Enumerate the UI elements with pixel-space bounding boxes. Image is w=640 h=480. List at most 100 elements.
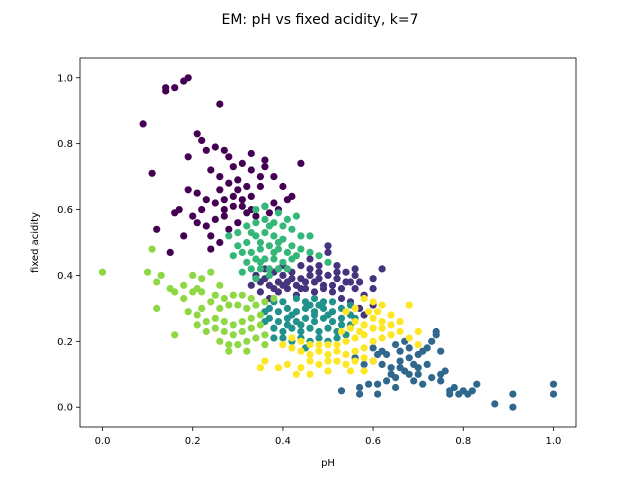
data-point-cluster-4 [243, 222, 251, 230]
data-point-cluster-3 [306, 301, 314, 309]
data-point-cluster-5 [238, 291, 246, 299]
data-point-cluster-5 [193, 311, 201, 319]
data-point-cluster-2 [392, 341, 400, 349]
data-point-cluster-4 [247, 229, 255, 237]
data-point-cluster-2 [428, 337, 436, 345]
data-point-cluster-0 [198, 206, 206, 214]
data-point-cluster-6 [378, 324, 386, 332]
data-point-cluster-3 [288, 311, 296, 319]
data-point-cluster-0 [216, 186, 224, 194]
data-point-cluster-4 [265, 265, 273, 273]
data-point-cluster-3 [328, 318, 337, 326]
data-point-cluster-1 [342, 268, 350, 276]
data-point-cluster-5 [256, 311, 264, 319]
data-point-cluster-5 [211, 291, 219, 299]
data-point-cluster-6 [342, 360, 350, 368]
data-point-cluster-5 [207, 268, 215, 276]
data-point-cluster-4 [252, 219, 260, 227]
data-point-cluster-6 [351, 357, 359, 365]
data-point-cluster-1 [297, 285, 305, 293]
data-point-cluster-6 [324, 367, 332, 375]
data-point-cluster-6 [288, 344, 296, 352]
data-point-cluster-4 [274, 209, 282, 217]
data-point-cluster-6 [315, 341, 323, 349]
points-layer [98, 74, 558, 411]
x-tick-label: 0.2 [185, 436, 201, 447]
y-tick-label: 0.0 [57, 403, 73, 414]
data-point-cluster-0 [220, 146, 228, 154]
data-point-cluster-4 [265, 242, 273, 250]
data-point-cluster-6 [387, 311, 395, 319]
x-axis-label: pH [321, 458, 335, 469]
data-point-cluster-1 [369, 285, 377, 293]
data-point-cluster-4 [243, 238, 251, 247]
data-point-cluster-3 [297, 321, 305, 329]
data-point-cluster-0 [180, 232, 188, 240]
data-point-cluster-3 [283, 321, 291, 329]
data-point-cluster-3 [301, 314, 310, 322]
data-point-cluster-0 [202, 146, 210, 154]
data-point-cluster-4 [256, 258, 264, 266]
data-point-cluster-0 [229, 163, 237, 171]
data-point-cluster-1 [315, 275, 323, 283]
data-point-cluster-1 [324, 248, 332, 256]
data-point-cluster-2 [396, 364, 404, 372]
data-point-cluster-3 [328, 298, 337, 306]
data-point-cluster-3 [310, 318, 319, 326]
data-point-cluster-5 [171, 331, 179, 339]
data-point-cluster-1 [328, 281, 337, 289]
data-point-cluster-0 [234, 176, 242, 184]
data-point-cluster-3 [315, 334, 323, 342]
data-point-cluster-5 [261, 331, 269, 339]
data-point-cluster-2 [414, 364, 422, 372]
data-point-cluster-0 [202, 196, 210, 204]
data-point-cluster-0 [279, 182, 287, 191]
ticks-layer: 0.0 0.2 0.4 0.6 0.8 1.0 0.0 0.2 0.4 0.6 0.8 1.0 [57, 73, 561, 447]
data-point-cluster-5 [207, 298, 215, 306]
data-point-cluster-1 [378, 265, 386, 273]
data-point-cluster-4 [225, 232, 233, 240]
data-point-cluster-1 [256, 288, 264, 296]
x-tick-label: 0.0 [95, 436, 111, 447]
data-point-cluster-0 [297, 159, 305, 167]
data-point-cluster-6 [378, 301, 386, 309]
data-point-cluster-6 [360, 367, 368, 375]
data-point-cluster-5 [216, 281, 224, 289]
data-point-cluster-5 [270, 294, 278, 303]
data-point-cluster-0 [202, 222, 210, 230]
data-point-cluster-6 [405, 301, 413, 309]
data-point-cluster-2 [360, 360, 368, 368]
data-point-cluster-3 [310, 294, 319, 303]
data-point-cluster-6 [297, 337, 305, 345]
data-point-cluster-6 [360, 354, 368, 362]
data-point-cluster-6 [387, 321, 395, 329]
data-point-cluster-0 [256, 173, 264, 181]
data-point-cluster-1 [324, 271, 332, 279]
data-point-cluster-6 [346, 324, 355, 332]
data-point-cluster-3 [315, 301, 323, 309]
data-point-cluster-4 [292, 212, 300, 220]
data-point-cluster-3 [279, 327, 287, 336]
data-point-cluster-6 [351, 304, 359, 312]
data-point-cluster-1 [279, 271, 287, 279]
data-point-cluster-3 [279, 334, 287, 342]
y-tick-label: 1.0 [57, 73, 73, 84]
data-point-cluster-3 [310, 311, 319, 319]
data-point-cluster-5 [252, 301, 260, 309]
data-point-cluster-0 [225, 225, 233, 233]
data-point-cluster-1 [356, 278, 364, 286]
data-point-cluster-5 [247, 324, 255, 332]
data-point-cluster-2 [509, 390, 517, 398]
data-point-cluster-4 [265, 271, 273, 279]
data-point-cluster-3 [315, 327, 323, 336]
data-point-cluster-1 [337, 285, 346, 293]
data-point-cluster-5 [189, 271, 197, 279]
data-point-cluster-5 [256, 321, 264, 329]
data-point-cluster-1 [247, 281, 255, 289]
data-point-cluster-4 [243, 258, 251, 266]
data-point-cluster-5 [238, 318, 246, 326]
chart-title: EM: pH vs fixed acidity, k=7 [222, 12, 419, 28]
data-point-cluster-0 [270, 173, 278, 181]
data-point-cluster-1 [351, 285, 359, 293]
data-point-cluster-2 [428, 374, 436, 382]
